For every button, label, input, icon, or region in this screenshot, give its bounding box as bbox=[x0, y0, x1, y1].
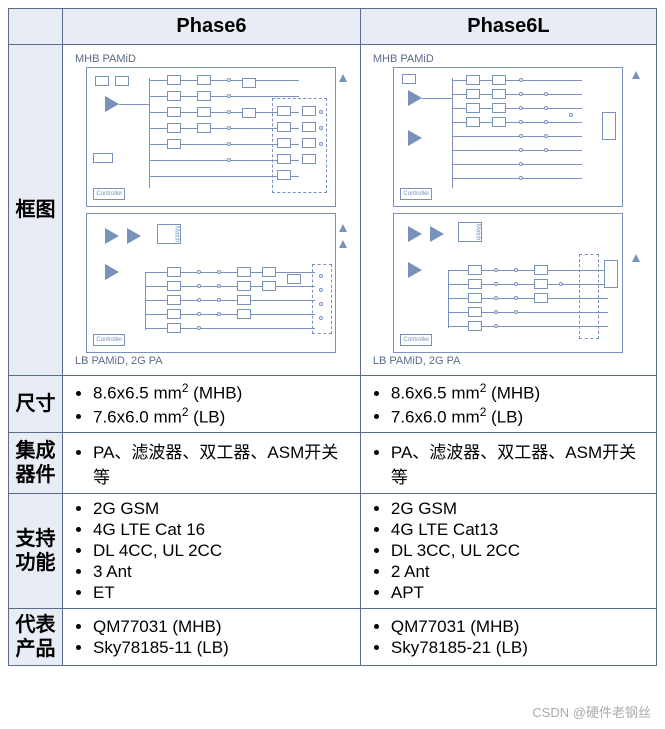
list-item: 3 Ant bbox=[93, 562, 352, 582]
list-item: 4G LTE Cat13 bbox=[391, 520, 648, 540]
list-item: PA、滤波器、双工器、ASM开关等 bbox=[391, 438, 648, 488]
list-item: PA、滤波器、双工器、ASM开关等 bbox=[93, 438, 352, 488]
mhb-label: MHB PAMiD bbox=[75, 53, 354, 65]
watermark: CSDN @硬件老钢丝 bbox=[532, 702, 651, 721]
lb-block-p6l: Match Controller bbox=[393, 213, 623, 353]
label-size: 尺寸 bbox=[9, 376, 63, 433]
products-p6: QM77031 (MHB) Sky78185-11 (LB) bbox=[63, 609, 361, 666]
list-item: DL 3CC, UL 2CC bbox=[391, 541, 648, 561]
list-item: QM77031 (MHB) bbox=[391, 617, 648, 637]
list-item: APT bbox=[391, 583, 648, 603]
row-components: 集成器件 PA、滤波器、双工器、ASM开关等 PA、滤波器、双工器、ASM开关等 bbox=[9, 433, 657, 494]
products-p6l: QM77031 (MHB) Sky78185-21 (LB) bbox=[360, 609, 656, 666]
lb-label-l: LB PAMiD, 2G PA bbox=[373, 355, 650, 367]
label-components: 集成器件 bbox=[9, 433, 63, 494]
features-p6: 2G GSM 4G LTE Cat 16 DL 4CC, UL 2CC 3 An… bbox=[63, 494, 361, 609]
list-item: DL 4CC, UL 2CC bbox=[93, 541, 352, 561]
list-item: Sky78185-11 (LB) bbox=[93, 638, 352, 658]
list-item: 8.6x6.5 mm2 (MHB) bbox=[93, 381, 352, 404]
label-products: 代表产品 bbox=[9, 609, 63, 666]
header-phase6l: Phase6L bbox=[360, 9, 656, 45]
lb-block-p6: Match Controller bbox=[86, 213, 336, 353]
components-p6l: PA、滤波器、双工器、ASM开关等 bbox=[360, 433, 656, 494]
size-p6: 8.6x6.5 mm2 (MHB) 7.6x6.0 mm2 (LB) bbox=[63, 376, 361, 433]
row-size: 尺寸 8.6x6.5 mm2 (MHB) 7.6x6.0 mm2 (LB) 8.… bbox=[9, 376, 657, 433]
row-features: 支持功能 2G GSM 4G LTE Cat 16 DL 4CC, UL 2CC… bbox=[9, 494, 657, 609]
row-products: 代表产品 QM77031 (MHB) Sky78185-11 (LB) QM77… bbox=[9, 609, 657, 666]
list-item: 4G LTE Cat 16 bbox=[93, 520, 352, 540]
list-item: 2G GSM bbox=[93, 499, 352, 519]
features-p6l: 2G GSM 4G LTE Cat13 DL 3CC, UL 2CC 2 Ant… bbox=[360, 494, 656, 609]
diagram-phase6l: MHB PAMiD Cont bbox=[360, 45, 656, 376]
list-item: ET bbox=[93, 583, 352, 603]
lb-label: LB PAMiD, 2G PA bbox=[75, 355, 354, 367]
size-p6l: 8.6x6.5 mm2 (MHB) 7.6x6.0 mm2 (LB) bbox=[360, 376, 656, 433]
list-item: Sky78185-21 (LB) bbox=[391, 638, 648, 658]
list-item: 8.6x6.5 mm2 (MHB) bbox=[391, 381, 648, 404]
components-p6: PA、滤波器、双工器、ASM开关等 bbox=[63, 433, 361, 494]
header-phase6: Phase6 bbox=[63, 9, 361, 45]
header-blank bbox=[9, 9, 63, 45]
list-item: 2G GSM bbox=[391, 499, 648, 519]
list-item: 7.6x6.0 mm2 (LB) bbox=[391, 405, 648, 428]
row-diagram: 框图 MHB PAMiD bbox=[9, 45, 657, 376]
mhb-block-p6: Controller bbox=[86, 67, 336, 207]
label-features: 支持功能 bbox=[9, 494, 63, 609]
comparison-table: Phase6 Phase6L 框图 MHB PAMiD bbox=[8, 8, 657, 666]
mhb-label-l: MHB PAMiD bbox=[373, 53, 650, 65]
list-item: 2 Ant bbox=[391, 562, 648, 582]
list-item: QM77031 (MHB) bbox=[93, 617, 352, 637]
list-item: 7.6x6.0 mm2 (LB) bbox=[93, 405, 352, 428]
diagram-phase6: MHB PAMiD bbox=[63, 45, 361, 376]
mhb-block-p6l: Controller bbox=[393, 67, 623, 207]
header-row: Phase6 Phase6L bbox=[9, 9, 657, 45]
label-diagram: 框图 bbox=[9, 45, 63, 376]
